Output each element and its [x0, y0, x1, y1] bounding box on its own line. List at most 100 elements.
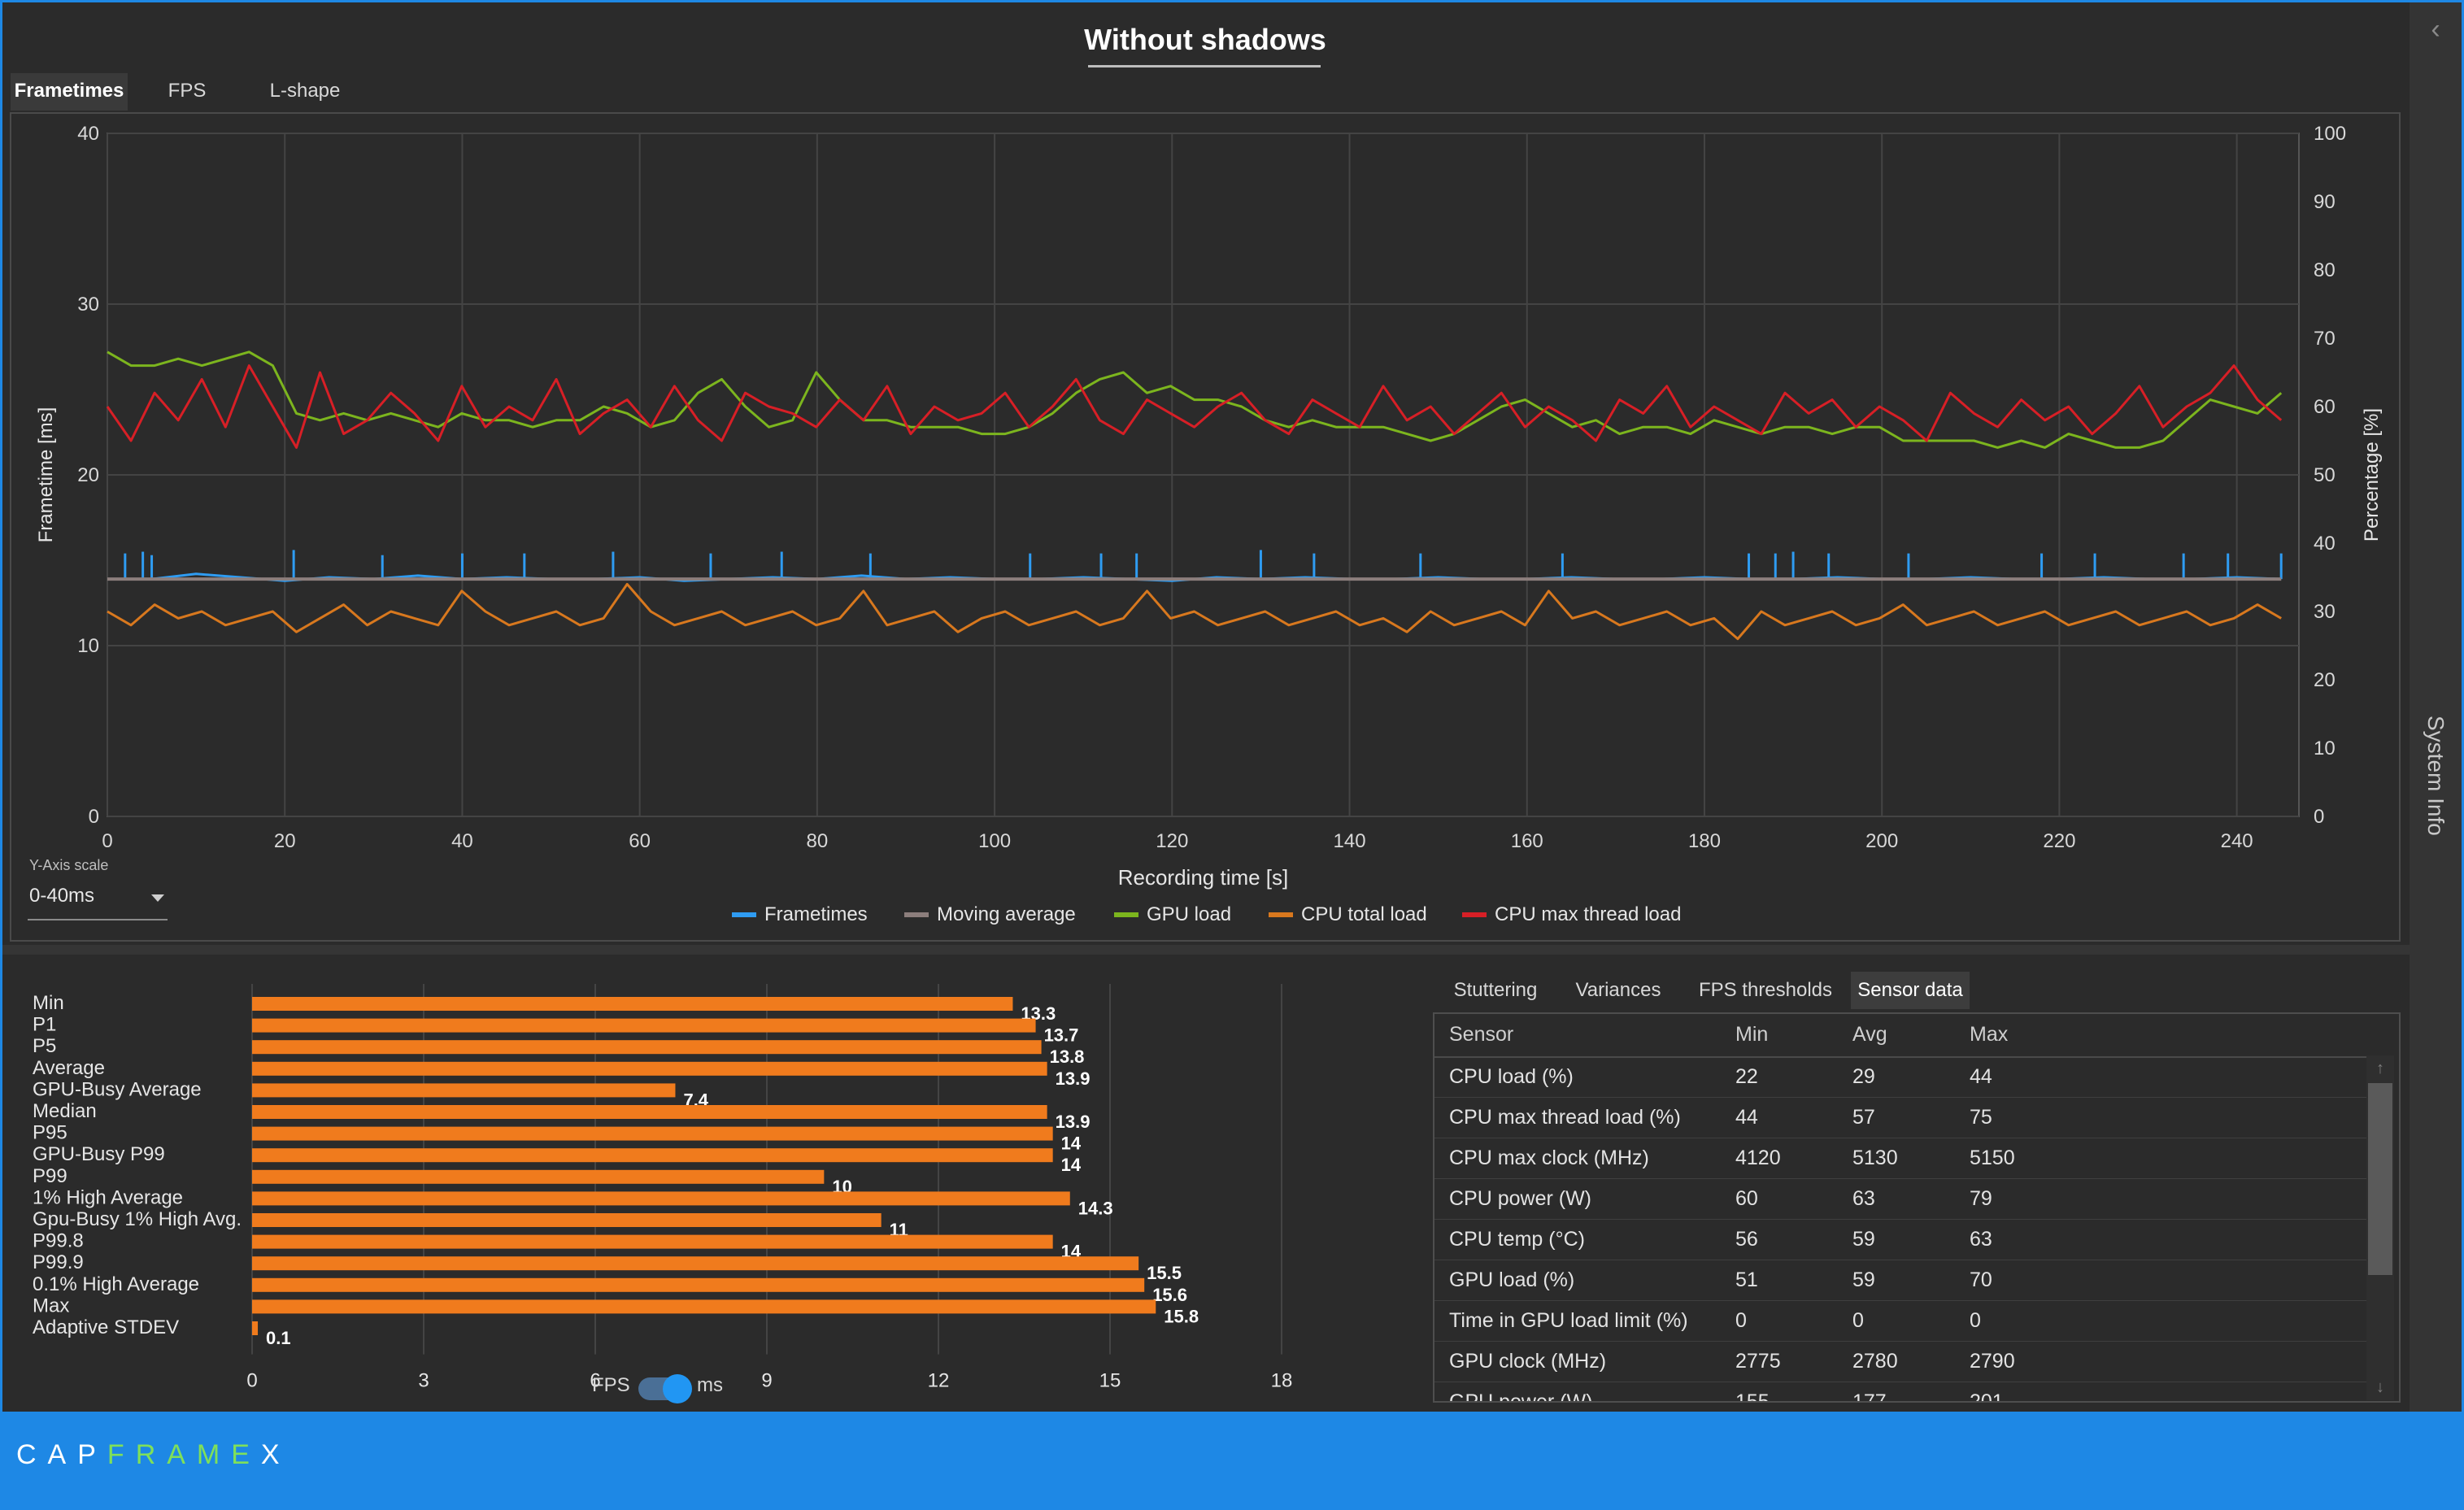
sensor-avg: 63 — [1852, 1187, 1875, 1210]
tab-stuttering[interactable]: Stuttering — [1453, 979, 1538, 1001]
x-tick-label: 100 — [978, 830, 1011, 852]
sensor-max: 0 — [1970, 1309, 1981, 1332]
table-row[interactable]: GPU load (%) 51 59 70 — [1434, 1260, 2366, 1301]
bar — [252, 1126, 1053, 1141]
system-info-label[interactable]: System Info — [2423, 716, 2449, 836]
chevron-down-icon[interactable] — [151, 894, 164, 902]
y-right-tick-label: 30 — [2314, 601, 2336, 623]
table-row[interactable]: GPU power (W) 155 177 201 — [1434, 1382, 2366, 1403]
sensor-min: 60 — [1735, 1187, 1758, 1210]
tab-l-shape[interactable]: L-shape — [269, 80, 341, 102]
y-axis-scale-label: Y-Axis scale — [29, 857, 109, 873]
bar-category-label: Gpu-Busy 1% High Avg. — [33, 1208, 242, 1230]
sensor-min: 22 — [1735, 1065, 1758, 1088]
bottom-bar — [0, 1412, 2464, 1510]
y-tick-label: 0 — [89, 806, 99, 828]
sensor-avg: 2780 — [1852, 1350, 1898, 1373]
sensor-max: 70 — [1970, 1268, 1992, 1291]
x-tick-label: 180 — [1688, 830, 1721, 852]
bar — [252, 1234, 1053, 1249]
bar — [252, 1277, 1145, 1292]
y-tick-label: 10 — [77, 635, 99, 657]
legend-entry: Moving average — [937, 903, 1076, 925]
legend-swatch — [1269, 912, 1293, 917]
logo-part-frame: FRAME — [107, 1439, 261, 1470]
chart-title[interactable]: Without shadows — [1084, 23, 1326, 56]
sensor-name: GPU clock (MHz) — [1449, 1350, 1607, 1373]
frametime-chart: 0 20 40 60 80 100 120 140 160 180 200 220 2400102030… — [35, 123, 2383, 925]
title-underline — [1088, 65, 1321, 67]
bar-category-label: GPU-Busy P99 — [33, 1143, 165, 1165]
logo-part-cap: CAP — [16, 1439, 107, 1470]
table-row[interactable]: CPU max thread load (%) 44 57 75 — [1434, 1097, 2366, 1138]
x-tick-label: 60 — [629, 830, 651, 852]
y-axis-scale-value[interactable]: 0-40ms — [29, 885, 95, 907]
bar-value-label: 14.3 — [1078, 1198, 1113, 1218]
bar — [252, 1148, 1053, 1163]
bar — [252, 1256, 1139, 1271]
sensor-name: CPU load (%) — [1449, 1065, 1574, 1088]
table-header-row: Sensor Min Avg Max — [1434, 1014, 2366, 1058]
legend-swatch — [1462, 912, 1487, 917]
legend-entry: CPU total load — [1301, 903, 1427, 925]
x-axis-label: Recording time [s] — [1118, 865, 1289, 890]
bar-value-label: 0.1 — [266, 1328, 291, 1348]
y-right-axis-label: Percentage [%] — [2361, 408, 2383, 542]
system-info-panel[interactable] — [2410, 2, 2462, 1412]
table-row[interactable]: CPU temp (°C) 56 59 63 — [1434, 1219, 2366, 1260]
bar-value-label: 13.9 — [1056, 1068, 1091, 1089]
sensor-data-table: Sensor Min Avg Max CPU load (%) 22 29 44… — [1433, 1012, 2401, 1403]
tab-sensor-data[interactable]: Sensor data — [1851, 972, 1970, 1009]
bar-category-label: P99 — [33, 1165, 67, 1187]
cpu-total-load-series — [107, 582, 2282, 641]
bar-x-tick-label: 12 — [928, 1370, 950, 1392]
table-row[interactable]: Time in GPU load limit (%) 0 0 0 — [1434, 1300, 2366, 1342]
sensor-avg: 5130 — [1852, 1147, 1898, 1169]
bar — [252, 997, 1013, 1011]
sensor-avg: 29 — [1852, 1065, 1875, 1088]
column-header-sensor[interactable]: Sensor — [1449, 1023, 1514, 1046]
table-row[interactable]: GPU clock (MHz) 2775 2780 2790 — [1434, 1341, 2366, 1382]
toggle-knob[interactable] — [663, 1374, 692, 1403]
bar-value-label: 15.6 — [1152, 1285, 1187, 1305]
sensor-name: GPU load (%) — [1449, 1268, 1575, 1291]
sensor-name: GPU power (W) — [1449, 1390, 1593, 1403]
tab-fps-thresholds[interactable]: FPS thresholds — [1698, 979, 1833, 1001]
x-tick-label: 160 — [1511, 830, 1543, 852]
tab-frametimes[interactable]: Frametimes — [11, 73, 128, 111]
bar-category-label: Adaptive STDEV — [33, 1316, 179, 1338]
y-tick-label: 40 — [77, 123, 99, 145]
scrollbar-thumb[interactable] — [2368, 1083, 2392, 1275]
bar-category-label: Average — [33, 1057, 105, 1079]
tab-fps[interactable]: FPS — [168, 80, 207, 102]
y-right-tick-label: 10 — [2314, 738, 2336, 759]
column-header-min[interactable]: Min — [1735, 1023, 1769, 1046]
table-row[interactable]: CPU power (W) 60 63 79 — [1434, 1178, 2366, 1220]
sensor-name: CPU temp (°C) — [1449, 1228, 1585, 1251]
y-tick-label: 20 — [77, 464, 99, 486]
x-tick-label: 240 — [2221, 830, 2253, 852]
sensor-min: 2775 — [1735, 1350, 1781, 1373]
scroll-down-icon[interactable]: ↓ — [2376, 1378, 2384, 1396]
tab-variances[interactable]: Variances — [1575, 979, 1661, 1001]
bar-category-label: P95 — [33, 1122, 67, 1144]
bar-x-tick-label: 0 — [246, 1370, 257, 1392]
bar — [252, 1299, 1156, 1314]
bar-x-tick-label: 6 — [590, 1370, 600, 1392]
bar-category-label: 1% High Average — [33, 1186, 183, 1208]
capframex-logo: CAPFRAMEX — [16, 1439, 291, 1471]
table-row[interactable]: CPU load (%) 22 29 44 — [1434, 1056, 2366, 1098]
sensor-min: 4120 — [1735, 1147, 1781, 1169]
y-right-tick-label: 90 — [2314, 191, 2336, 213]
bar — [252, 1018, 1036, 1033]
sensor-max: 63 — [1970, 1228, 1992, 1251]
scroll-up-icon[interactable]: ↑ — [2376, 1060, 2384, 1077]
bar-category-label: 0.1% High Average — [33, 1273, 199, 1295]
y-axis-scale-select[interactable] — [28, 880, 168, 920]
table-row[interactable]: CPU max clock (MHz) 4120 5130 5150 — [1434, 1138, 2366, 1179]
y-right-tick-label: 60 — [2314, 396, 2336, 418]
column-header-avg[interactable]: Avg — [1852, 1023, 1887, 1046]
column-header-max[interactable]: Max — [1970, 1023, 2009, 1046]
bar — [252, 1169, 825, 1184]
chevron-left-icon[interactable]: ‹ — [2431, 14, 2440, 45]
